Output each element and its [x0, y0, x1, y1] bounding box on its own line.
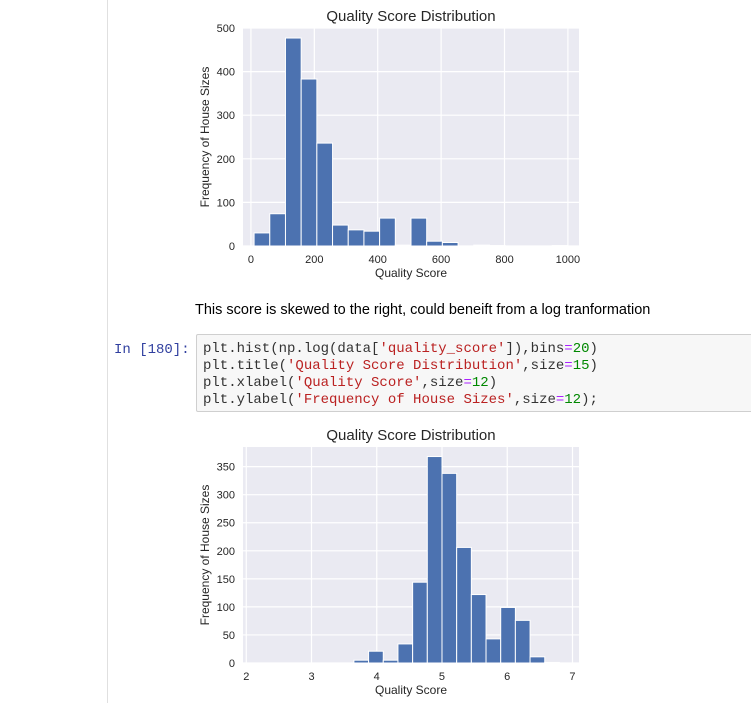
- x-tick-label: 2: [243, 671, 249, 683]
- x-axis-label: Quality Score: [375, 266, 447, 280]
- histogram-bar: [383, 660, 398, 663]
- code-line[interactable]: plt.title('Quality Score Distribution',s…: [203, 358, 749, 375]
- y-tick-label: 300: [217, 490, 235, 502]
- histogram-output-quality-score: 0 200 400 600 800 1000 0 100 200 300 400 500 Quality…: [190, 2, 590, 287]
- y-tick-label: 100: [217, 197, 235, 209]
- y-tick-label: 200: [217, 546, 235, 558]
- histogram-bar: [364, 231, 380, 246]
- histogram-bar: [457, 547, 472, 663]
- y-tick-label: 400: [217, 67, 235, 79]
- x-tick-label: 0: [248, 254, 254, 266]
- notebook-gutter-divider: [107, 0, 108, 703]
- code-token: =: [463, 375, 471, 391]
- chart-title: Quality Score Distribution: [326, 427, 495, 444]
- code-token: plt.ylabel(: [203, 392, 295, 408]
- code-token: ): [590, 358, 598, 374]
- code-token: ]),bins: [505, 341, 564, 357]
- y-tick-label: 500: [217, 23, 235, 35]
- code-line[interactable]: plt.xlabel('Quality Score',size=12): [203, 375, 749, 392]
- x-axis-label: Quality Score: [375, 683, 447, 697]
- code-token: plt.xlabel(: [203, 375, 295, 391]
- histogram-bar: [333, 225, 349, 246]
- y-tick-label: 100: [217, 602, 235, 614]
- code-token: ,size: [514, 392, 556, 408]
- code-token: =: [564, 341, 572, 357]
- chart-title: Quality Score Distribution: [326, 8, 495, 25]
- code-cell-editor[interactable]: plt.hist(np.log(data['quality_score']),b…: [196, 334, 751, 412]
- histogram-output-log-quality-score: 2 3 4 5 6 7 0 50 100 150 200 250 300 350 Quality Score…: [190, 420, 590, 705]
- histogram-bar: [270, 214, 286, 246]
- code-token: plt.hist(np.log(data[: [203, 341, 379, 357]
- histogram-bar: [348, 230, 364, 246]
- code-line[interactable]: plt.ylabel('Frequency of House Sizes',si…: [203, 392, 749, 409]
- code-token: ,size: [522, 358, 564, 374]
- code-token: 'quality_score': [379, 341, 505, 357]
- y-tick-label: 200: [217, 154, 235, 166]
- histogram-bar: [515, 620, 530, 663]
- histogram-bar: [354, 660, 369, 663]
- histogram-bar: [413, 582, 428, 663]
- histogram-bar: [442, 473, 457, 663]
- markdown-cell-text: This score is skewed to the right, could…: [195, 302, 650, 318]
- y-tick-label: 0: [229, 241, 235, 253]
- histogram-bar: [530, 657, 545, 663]
- histogram-bar: [427, 457, 442, 663]
- x-tick-label: 800: [495, 254, 513, 266]
- histogram-bar: [301, 79, 317, 246]
- histogram-bar: [474, 245, 490, 246]
- code-token: ): [489, 375, 497, 391]
- histogram-bar: [486, 639, 501, 663]
- x-tick-label: 5: [439, 671, 445, 683]
- x-tick-label: 3: [308, 671, 314, 683]
- histogram-bar: [254, 233, 270, 246]
- y-tick-label: 250: [217, 518, 235, 530]
- y-tick-label: 0: [229, 658, 235, 670]
- x-tick-label: 4: [374, 671, 380, 683]
- code-token: 12: [564, 392, 581, 408]
- y-tick-label: 150: [217, 574, 235, 586]
- histogram-bar: [285, 38, 301, 246]
- x-tick-label: 6: [504, 671, 510, 683]
- histogram-bar: [411, 218, 427, 246]
- y-axis-label: Frequency of House Sizes: [198, 67, 212, 208]
- histogram-bar: [442, 243, 458, 246]
- code-line[interactable]: plt.hist(np.log(data['quality_score']),b…: [203, 341, 749, 358]
- histogram-bar: [317, 143, 333, 246]
- code-token: plt.title(: [203, 358, 287, 374]
- x-tick-label: 7: [569, 671, 575, 683]
- code-token: 'Quality Score Distribution': [287, 358, 522, 374]
- histogram-bar: [471, 595, 486, 663]
- x-tick-label: 600: [432, 254, 450, 266]
- histogram-bar: [545, 662, 560, 663]
- code-token: ,size: [421, 375, 463, 391]
- cell-input-prompt: In [180]:: [114, 342, 190, 358]
- x-tick-label: 400: [369, 254, 387, 266]
- code-token: );: [581, 392, 598, 408]
- code-token: =: [564, 358, 572, 374]
- code-token: ): [590, 341, 598, 357]
- code-token: 12: [472, 375, 489, 391]
- histogram-bar: [380, 218, 396, 246]
- histogram-bar: [501, 607, 516, 663]
- y-tick-label: 50: [223, 630, 235, 642]
- y-axis-label: Frequency of House Sizes: [198, 485, 212, 626]
- x-tick-label: 1000: [556, 254, 580, 266]
- histogram-bar: [369, 651, 384, 663]
- code-token: 15: [573, 358, 590, 374]
- histogram-bar: [398, 644, 413, 663]
- x-tick-label: 200: [305, 254, 323, 266]
- y-tick-label: 300: [217, 110, 235, 122]
- code-token: 'Quality Score': [295, 375, 421, 391]
- y-tick-label: 350: [217, 462, 235, 474]
- histogram-bar: [395, 245, 411, 246]
- histogram-bar: [427, 241, 443, 246]
- code-token: 20: [573, 341, 590, 357]
- code-token: 'Frequency of House Sizes': [295, 392, 513, 408]
